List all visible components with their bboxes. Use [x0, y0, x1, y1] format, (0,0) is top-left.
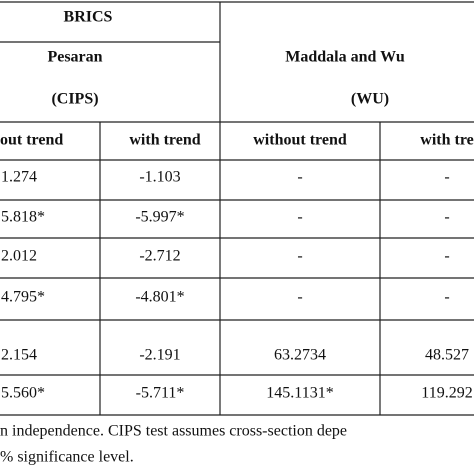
cell: -	[444, 248, 449, 265]
cell: -	[444, 169, 449, 186]
footnote: % significance level.	[0, 449, 134, 466]
column-header: with tre	[420, 132, 473, 149]
cell: -	[297, 209, 302, 226]
column-header: out trend	[0, 132, 63, 149]
cell: -	[297, 169, 302, 186]
footnote: n independence. CIPS test assumes cross-…	[0, 423, 347, 440]
cell: 145.1131*	[266, 385, 333, 402]
cell: 5.560*	[1, 385, 45, 402]
cell: -4.801*	[135, 289, 184, 306]
test-abbr: (WU)	[351, 91, 389, 108]
cell: 1.274	[1, 169, 37, 186]
cell: -5.711*	[136, 385, 185, 402]
cell: -	[297, 289, 302, 306]
cell: -	[297, 248, 302, 265]
cell: 4.795*	[1, 289, 45, 306]
test-name: Maddala and Wu	[285, 49, 405, 66]
cell: -	[444, 289, 449, 306]
cell: 48.527	[425, 347, 469, 364]
cell: 5.818*	[1, 209, 45, 226]
cell: -2.712	[139, 248, 180, 265]
group-title: BRICS	[64, 9, 113, 26]
column-header: without trend	[253, 132, 347, 149]
cell: 2.154	[1, 347, 37, 364]
cell: 2.012	[1, 248, 37, 265]
cell: -	[444, 209, 449, 226]
cell: -2.191	[139, 347, 180, 364]
test-name: Pesaran	[47, 49, 102, 66]
cell: -5.997*	[135, 209, 184, 226]
cell: -1.103	[139, 169, 180, 186]
column-header: with trend	[129, 132, 200, 149]
cell: 119.292	[421, 385, 472, 402]
cell: 63.2734	[274, 347, 326, 364]
test-abbr: (CIPS)	[51, 91, 98, 108]
